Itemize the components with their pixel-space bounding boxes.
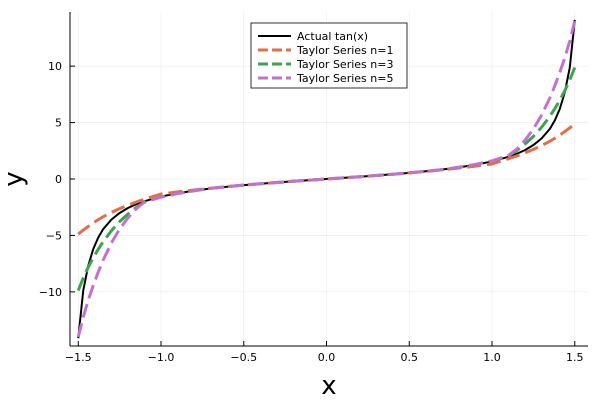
x-tick-label: 0.5 xyxy=(401,351,419,364)
x-tick-label: 1.5 xyxy=(566,351,584,364)
x-axis-title: x xyxy=(321,371,336,400)
y-tick-label: −10 xyxy=(39,286,62,299)
legend-label: Taylor Series n=3 xyxy=(296,58,393,71)
series-line-actual-tan-x xyxy=(77,19,576,339)
y-tick-label: 0 xyxy=(55,173,62,186)
series-line-taylor-series-n-1 xyxy=(77,122,576,236)
ticks: −1.5 −1.0 −0.5 0.0 0.5 1.0 1.5 −10 −5 0 5 10 xyxy=(39,60,584,364)
y-tick-label: −5 xyxy=(46,229,62,242)
grid xyxy=(70,12,588,346)
legend-label: Taylor Series n=1 xyxy=(296,44,393,57)
x-tick-label: −1.5 xyxy=(65,351,92,364)
x-tick-label: 0.0 xyxy=(318,351,336,364)
x-tick-label: −1.0 xyxy=(148,351,175,364)
series-line-taylor-series-n-3 xyxy=(76,66,577,292)
legend-label: Actual tan(x) xyxy=(297,30,368,43)
y-tick-label: 10 xyxy=(48,60,62,73)
series-lines xyxy=(76,19,577,339)
x-tick-label: 1.0 xyxy=(483,351,501,364)
legend-label: Taylor Series n=5 xyxy=(296,72,393,85)
y-tick-label: 5 xyxy=(55,117,62,130)
x-tick-label: −0.5 xyxy=(230,351,257,364)
y-axis-title: y xyxy=(0,171,29,186)
